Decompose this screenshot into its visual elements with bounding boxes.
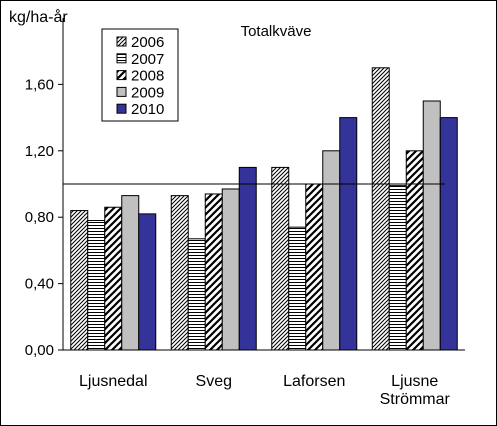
bar-2010-0 (138, 213, 157, 351)
y-tick-label: 1,20 (25, 143, 54, 160)
legend-swatch-2006 (116, 36, 127, 47)
chart-title: Totalkväve (241, 23, 312, 40)
bar-2006-2 (271, 166, 290, 351)
x-tick-label: Sveg (196, 373, 232, 390)
bar-2008-2 (305, 183, 324, 351)
legend-swatch-2008 (116, 70, 127, 81)
legend-label-2010: 2010 (131, 101, 164, 118)
bar-2006-0 (70, 210, 89, 351)
bar-2006-1 (170, 195, 189, 351)
bar-2007-1 (187, 238, 206, 351)
y-axis-ticks: 0,00 0,40 0,80 1,20 1,60 (25, 76, 63, 359)
bar-2006-3 (371, 67, 390, 351)
x-tick-label: Strömmar (380, 391, 451, 408)
legend-label-2009: 2009 (131, 84, 164, 101)
bar-2009-1 (221, 188, 240, 351)
bar-2008-0 (104, 206, 123, 351)
bar-2008-3 (405, 150, 424, 351)
bar-2009-3 (422, 100, 441, 351)
bar-2009-2 (322, 150, 341, 351)
legend-swatch-2010 (116, 103, 127, 114)
legend-swatch-2007 (116, 53, 127, 64)
y-tick-label: 0,40 (25, 276, 54, 293)
legend-label-2007: 2007 (131, 51, 164, 68)
bar-2010-2 (339, 117, 358, 351)
y-axis-label: kg/ha-år (9, 8, 68, 26)
bar-2008-1 (204, 193, 223, 351)
x-tick-label: Laforsen (283, 373, 345, 390)
y-tick-label: 1,60 (25, 76, 54, 93)
legend-label-2006: 2006 (131, 34, 164, 51)
legend-label-2008: 2008 (131, 68, 164, 85)
bar-2007-3 (388, 185, 407, 351)
x-tick-label: Ljusnedal (79, 373, 148, 390)
x-tick-label: Ljusne (391, 373, 438, 390)
legend-box (101, 28, 179, 122)
legend-swatch-2009 (116, 86, 127, 97)
bar-2007-0 (87, 220, 106, 351)
bar-2010-3 (439, 117, 458, 351)
y-tick-label: 0,00 (25, 342, 54, 359)
bar-2010-1 (238, 166, 257, 351)
bar-2009-0 (121, 195, 140, 351)
y-tick-label: 0,80 (25, 209, 54, 226)
bar-2007-2 (288, 226, 307, 351)
